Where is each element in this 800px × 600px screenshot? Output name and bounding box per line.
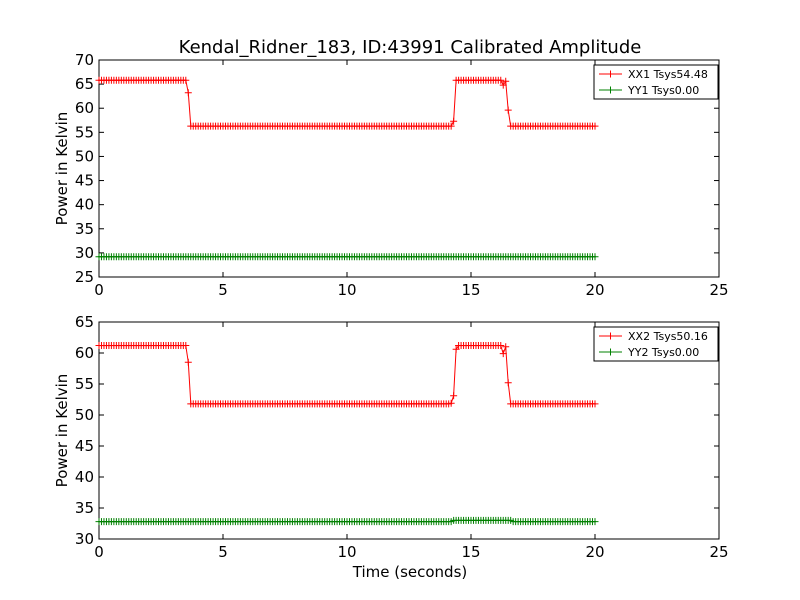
y-tick-label: 35: [75, 220, 94, 238]
data-point: [184, 89, 192, 97]
chart-title: Kendal_Ridner_183, ID:43991 Calibrated A…: [179, 37, 642, 58]
x-tick-label: 20: [585, 281, 604, 299]
data-point: [504, 379, 512, 387]
data-point: [497, 342, 505, 350]
y-tick-label: 30: [75, 244, 94, 262]
legend-label: YY2 Tsys0.00: [627, 346, 699, 359]
series-1: [95, 253, 599, 261]
y-tick-label: 40: [75, 196, 94, 214]
y-tick-label: 60: [75, 99, 94, 117]
y-tick-label: 65: [75, 75, 94, 93]
y-tick-label: 65: [75, 313, 94, 331]
x-tick-label: 5: [218, 543, 228, 561]
series-0: [95, 342, 599, 408]
data-point: [499, 350, 507, 358]
data-point: [450, 392, 458, 400]
series-0: [95, 76, 599, 130]
legend-label: YY1 Tsys0.00: [627, 84, 699, 97]
legend-marker: [607, 86, 614, 94]
x-tick-label: 10: [337, 543, 356, 561]
x-tick-label: 5: [218, 281, 228, 299]
x-tick-label: 0: [94, 281, 104, 299]
legend-box: [593, 64, 719, 100]
y-tick-label: 50: [75, 147, 94, 165]
y-tick-label: 45: [75, 172, 94, 190]
y-tick-label: 70: [75, 51, 94, 69]
legend-label: XX1 Tsys54.48: [628, 68, 708, 81]
y-tick-label: 30: [75, 530, 94, 548]
data-point: [591, 122, 599, 130]
y-axis-label: Power in Kelvin: [53, 374, 71, 488]
x-tick-label: 10: [337, 281, 356, 299]
legend-marker: [607, 332, 614, 340]
data-point: [504, 106, 512, 114]
data-point: [591, 400, 599, 408]
series-1: [95, 516, 599, 526]
legend-label: XX2 Tsys50.16: [628, 330, 708, 343]
y-tick-label: 55: [75, 123, 94, 141]
legend: XX1 Tsys54.48 YY1 Tsys0.00: [593, 64, 719, 100]
legend-marker: [607, 70, 614, 78]
data-point: [450, 117, 458, 125]
legend-marker: [607, 348, 614, 356]
y-tick-label: 35: [75, 499, 94, 517]
data-point: [497, 76, 505, 84]
bottom-panel: 0 5 10 15 20 25 30 35 40 45 50 55 60 65 Power in Kelvi…: [53, 313, 729, 561]
legend-box: [593, 326, 719, 362]
data-point: [502, 77, 510, 85]
top-panel: 0 5 10 15 20 25 25 30 35 40 45 50 55 60 65 70 Power in K…: [53, 51, 729, 299]
y-tick-label: 25: [75, 268, 94, 286]
data-point: [591, 253, 599, 261]
data-point: [182, 342, 190, 350]
data-point: [447, 122, 455, 130]
data-point: [499, 81, 507, 89]
data-point: [447, 399, 455, 407]
x-tick-label: 20: [585, 543, 604, 561]
data-point: [502, 343, 510, 351]
x-tick-label: 15: [461, 543, 480, 561]
y-tick-label: 45: [75, 437, 94, 455]
x-tick-label: 0: [94, 543, 104, 561]
legend: XX2 Tsys50.16 YY2 Tsys0.00: [593, 326, 719, 362]
data-point: [182, 76, 190, 84]
data-point: [452, 345, 460, 353]
x-tick-label: 25: [709, 543, 728, 561]
data-point: [591, 518, 599, 526]
y-axis-label: Power in Kelvin: [53, 112, 71, 226]
y-tick-label: 40: [75, 468, 94, 486]
y-tick-label: 55: [75, 375, 94, 393]
data-point: [184, 358, 192, 366]
y-tick-label: 60: [75, 344, 94, 362]
y-tick-label: 50: [75, 406, 94, 424]
x-tick-label: 15: [461, 281, 480, 299]
x-tick-label: 25: [709, 281, 728, 299]
x-axis-label: Time (seconds): [352, 563, 468, 581]
